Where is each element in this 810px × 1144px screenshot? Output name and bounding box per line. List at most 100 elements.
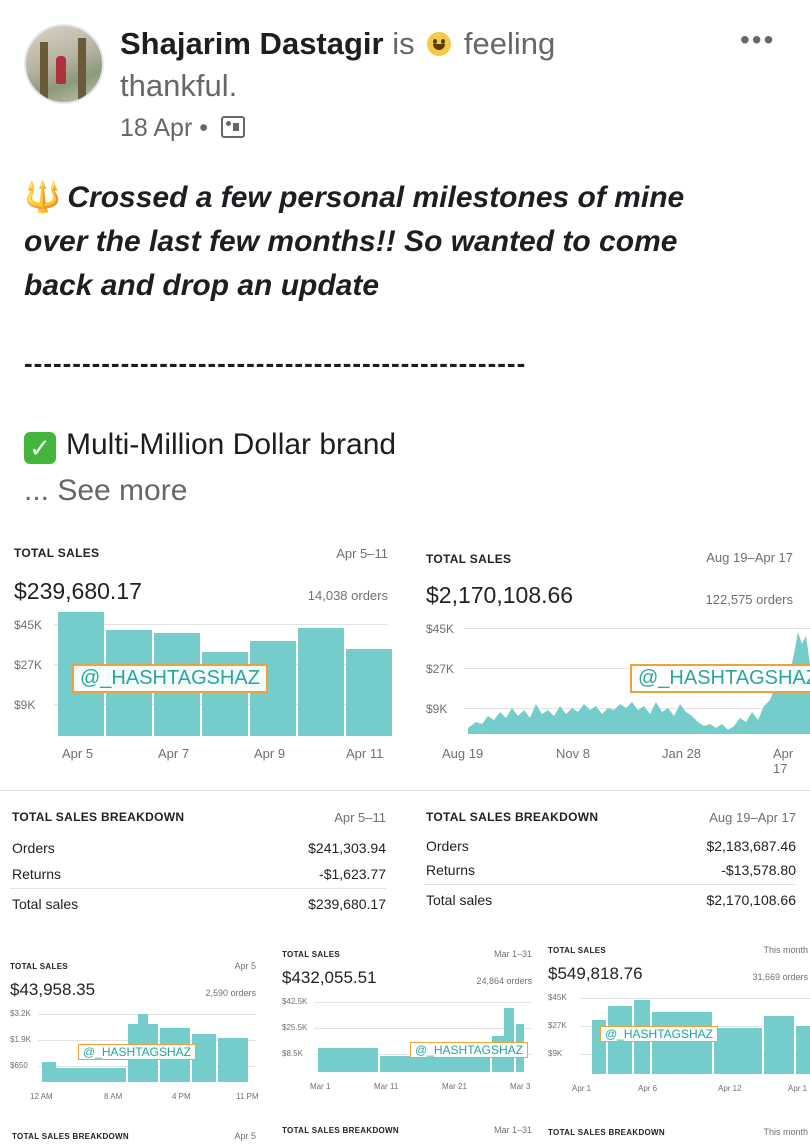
bar-apr-11[interactable] (346, 649, 392, 736)
card-caption: TOTAL SALES (282, 950, 340, 959)
x-tick: 8 AM (104, 1092, 123, 1101)
bar (380, 1056, 490, 1072)
card-orders: 24,864 orders (476, 976, 532, 986)
card-range: Apr 5–11 (336, 546, 388, 561)
x-tick: Nov 8 (556, 746, 590, 761)
watermark: @_HASHTAGSHAZ (78, 1044, 196, 1060)
gridline (314, 1028, 532, 1029)
bar (138, 1014, 148, 1026)
grinning-face-icon (427, 32, 452, 56)
footer-range: Apr 5 (234, 1131, 256, 1141)
x-tick: Mar 11 (374, 1082, 399, 1091)
bar (42, 1062, 56, 1082)
card-orders: 122,575 orders (705, 592, 793, 607)
bar (504, 1008, 514, 1072)
more-options-icon[interactable]: ••• (740, 24, 776, 55)
row-label: Returns (12, 866, 62, 882)
card-caption: TOTAL SALES (548, 946, 606, 955)
y-tick: $1.9K (10, 1035, 31, 1044)
brand-text: Multi-Million Dollar brand (66, 428, 397, 461)
section-divider (0, 790, 810, 791)
breakdown-caption: TOTAL SALES BREAKDOWN (426, 810, 599, 824)
card-total: $2,170,108.66 (426, 582, 574, 608)
y-tick: $650 (10, 1061, 28, 1070)
y-tick: $9K (14, 698, 36, 712)
footer-caption: TOTAL SALES BREAKDOWN (282, 1126, 399, 1135)
footer-caption: TOTAL SALES BREAKDOWN (548, 1128, 665, 1137)
y-tick: $25.5K (282, 1023, 308, 1032)
sales-card-3[interactable]: TOTAL SALES Apr 5 $43,958.35 2,590 order… (10, 958, 266, 1144)
y-tick: $45K (548, 993, 567, 1002)
gridline (464, 708, 810, 709)
y-tick: $8.5K (282, 1049, 303, 1058)
x-tick: 12 AM (30, 1092, 53, 1101)
x-tick: Apr 7 (158, 746, 190, 761)
post-body: 🔱 Crossed a few personal milestones of mi… (24, 176, 744, 308)
card-range: Apr 5 (234, 961, 256, 971)
x-tick: Apr 5 (62, 746, 94, 761)
card-caption: TOTAL SALES (10, 962, 68, 971)
card-caption: TOTAL SALES (14, 546, 100, 560)
watermark: @_HASHTAGSHAZ (630, 664, 810, 693)
is-word: is (392, 26, 415, 61)
photo-audience-icon (220, 116, 245, 138)
x-tick: Apr 11 (346, 746, 384, 761)
sales-card-2[interactable]: TOTAL SALES Aug 19–Apr 17 $2,170,108.66 … (424, 544, 810, 779)
row-value: $2,183,687.46 (706, 838, 796, 854)
body-line-3: back and drop an update (24, 269, 380, 302)
card-range: Mar 1–31 (493, 949, 532, 959)
row-value: -$1,623.77 (319, 866, 386, 882)
x-tick: Apr 6 (638, 1084, 658, 1093)
card-total: $239,680.17 (14, 578, 142, 604)
bar (192, 1034, 216, 1082)
gridline (54, 624, 388, 625)
breakdown-range: Apr 5–11 (334, 810, 386, 825)
row-value: $241,303.94 (308, 840, 386, 856)
avatar[interactable] (24, 24, 104, 104)
breakdown-card-2[interactable]: TOTAL SALES BREAKDOWN Aug 19–Apr 17 Orde… (424, 806, 800, 926)
x-tick: Mar 21 (442, 1082, 467, 1091)
body-line-2: over the last few months!! So wanted to … (24, 225, 678, 258)
watermark: @_HASHTAGSHAZ (600, 1026, 718, 1042)
x-tick: Jan 28 (662, 746, 702, 761)
divider-dashes: ----------------------------------------… (24, 348, 527, 378)
card-range: Aug 19–Apr 17 (706, 550, 793, 565)
bar (56, 1068, 126, 1082)
sales-card-4[interactable]: TOTAL SALES Mar 1–31 $432,055.51 24,864 … (282, 946, 534, 1144)
row-value: $2,170,108.66 (706, 892, 796, 908)
row-divider (424, 884, 796, 885)
date-text: 18 Apr • (120, 114, 208, 142)
x-tick: Apr 1 (572, 1084, 592, 1093)
x-tick: Mar 3 (510, 1082, 531, 1091)
row-label: Total sales (12, 896, 79, 912)
author-line: Shajarim Dastagir is feeling (120, 26, 555, 62)
gridline (580, 998, 810, 999)
author-name[interactable]: Shajarim Dastagir (120, 26, 384, 61)
bar (218, 1038, 248, 1082)
y-tick: $9K (548, 1049, 563, 1058)
check-mark-icon: ✓ (24, 432, 56, 464)
bar-apr-10[interactable] (298, 628, 344, 736)
feeling-word: feeling (463, 26, 556, 61)
x-tick: Apr 12 (718, 1084, 742, 1093)
card-caption: TOTAL SALES (426, 552, 512, 566)
post-date[interactable]: 18 Apr • (120, 114, 245, 143)
see-more-link[interactable]: ... See more (24, 474, 188, 507)
sales-card-1[interactable]: TOTAL SALES Apr 5–11 $239,680.17 14,038 … (14, 540, 394, 775)
person-figure (56, 56, 66, 84)
y-tick: $27K (14, 658, 43, 672)
bar (796, 1026, 810, 1074)
row-label: Returns (426, 862, 476, 878)
card-orders: 2,590 orders (205, 988, 256, 998)
body-line-1: Crossed a few personal milestones of min… (67, 181, 685, 214)
card-orders: 14,038 orders (307, 588, 388, 603)
row-label: Orders (12, 840, 55, 856)
sales-card-5[interactable]: TOTAL SALES This month $549,818.76 31,66… (548, 942, 810, 1144)
breakdown-card-1[interactable]: TOTAL SALES BREAKDOWN Apr 5–11 Orders $2… (10, 806, 394, 926)
breakdown-caption: TOTAL SALES BREAKDOWN (12, 810, 185, 824)
breakdown-range: Aug 19–Apr 17 (709, 810, 796, 825)
watermark: @_HASHTAGSHAZ (72, 664, 268, 693)
bar (714, 1028, 762, 1074)
y-tick: $45K (426, 622, 455, 636)
area-series (468, 632, 810, 734)
